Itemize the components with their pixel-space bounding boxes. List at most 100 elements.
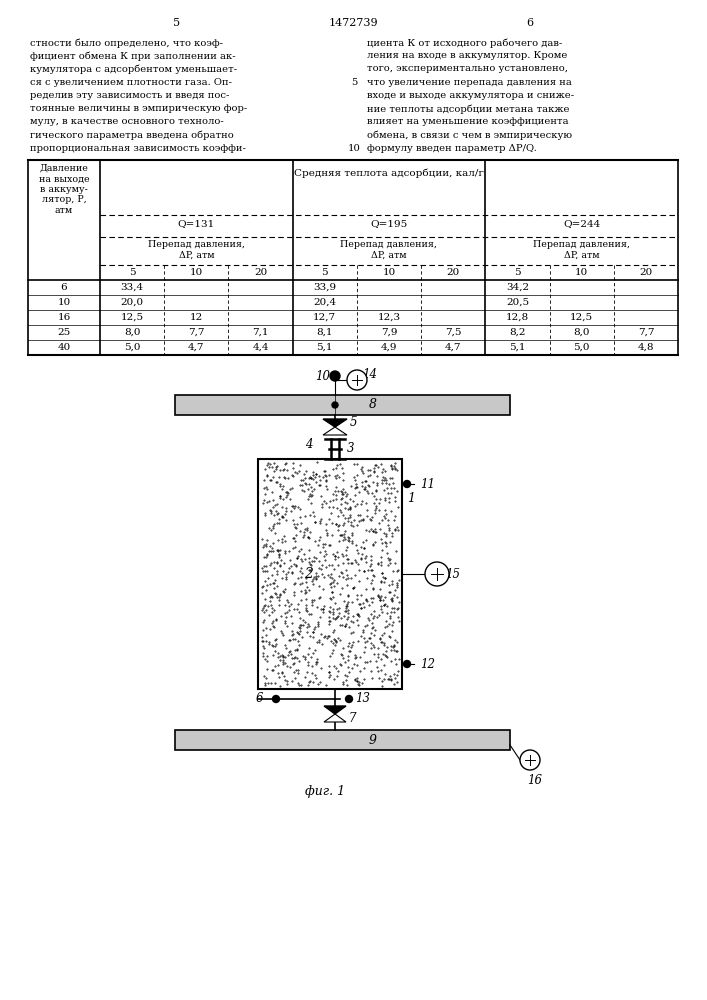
Point [325, 537, 336, 553]
Text: 16: 16 [527, 774, 542, 787]
Point [355, 461, 366, 477]
Point [324, 537, 335, 553]
Point [267, 459, 278, 475]
Point [378, 597, 390, 613]
Point [294, 619, 305, 635]
Point [279, 655, 291, 671]
Point [356, 587, 367, 603]
Circle shape [425, 562, 449, 586]
Point [368, 590, 379, 606]
Point [375, 531, 387, 547]
Point [296, 551, 307, 567]
Point [336, 496, 347, 512]
Text: обмена, в связи с чем в эмпирическую: обмена, в связи с чем в эмпирическую [367, 130, 572, 140]
Point [298, 524, 310, 540]
Point [379, 463, 390, 479]
Point [332, 522, 344, 538]
Point [380, 613, 392, 629]
Point [258, 558, 269, 574]
Point [323, 511, 334, 527]
Point [388, 666, 399, 682]
Point [259, 604, 270, 620]
Point [303, 657, 314, 673]
Point [305, 562, 316, 578]
Point [380, 647, 391, 663]
Text: фициент обмена К при заполнении ак-: фициент обмена К при заполнении ак- [30, 51, 235, 61]
Point [286, 627, 297, 643]
Point [363, 523, 374, 539]
Point [340, 562, 351, 578]
Point [276, 508, 288, 524]
Point [337, 486, 348, 502]
Point [374, 590, 385, 606]
Point [267, 638, 279, 654]
Point [294, 509, 305, 525]
Point [385, 638, 397, 654]
Point [385, 555, 396, 571]
Point [366, 512, 377, 528]
Point [383, 476, 395, 492]
Point [358, 630, 370, 646]
Point [375, 662, 387, 678]
Point [290, 557, 301, 573]
Point [284, 632, 295, 648]
Text: 7,9: 7,9 [381, 328, 397, 337]
Point [353, 596, 364, 612]
Point [341, 596, 353, 612]
Point [306, 553, 317, 569]
Text: 20: 20 [254, 268, 267, 277]
Point [262, 653, 273, 669]
Point [320, 543, 331, 559]
Point [325, 505, 337, 521]
Point [305, 649, 316, 665]
Point [374, 515, 385, 531]
Point [278, 491, 289, 507]
Point [297, 617, 308, 633]
Point [262, 570, 274, 586]
Point [296, 575, 308, 591]
Polygon shape [323, 427, 347, 435]
Point [298, 546, 310, 562]
Point [276, 531, 288, 547]
Point [267, 662, 279, 678]
Text: 7,5: 7,5 [445, 328, 462, 337]
Point [277, 649, 288, 665]
Point [373, 589, 385, 605]
Point [335, 657, 346, 673]
Point [373, 502, 385, 518]
Text: 4,7: 4,7 [188, 343, 204, 352]
Point [330, 479, 341, 495]
Point [369, 622, 380, 638]
Point [343, 652, 354, 668]
Point [338, 526, 349, 542]
Point [284, 560, 295, 576]
Point [287, 512, 298, 528]
Point [351, 479, 363, 495]
Point [376, 678, 387, 694]
Point [260, 558, 271, 574]
Point [330, 491, 341, 507]
Point [375, 581, 386, 597]
Point [331, 609, 342, 625]
Point [370, 653, 381, 669]
Point [370, 521, 381, 537]
Point [293, 626, 305, 642]
Point [309, 469, 320, 485]
Point [264, 538, 276, 554]
Point [351, 554, 362, 570]
Point [269, 585, 281, 601]
Point [337, 674, 349, 690]
Point [296, 515, 307, 531]
Point [324, 664, 335, 680]
Point [267, 600, 278, 616]
Point [366, 521, 377, 537]
Point [290, 642, 301, 658]
Point [384, 490, 395, 506]
Point [308, 481, 320, 497]
Point [277, 656, 288, 672]
Text: 2: 2 [304, 567, 312, 581]
Point [351, 587, 363, 603]
Point [259, 675, 270, 691]
Point [262, 532, 273, 548]
Point [322, 630, 333, 646]
